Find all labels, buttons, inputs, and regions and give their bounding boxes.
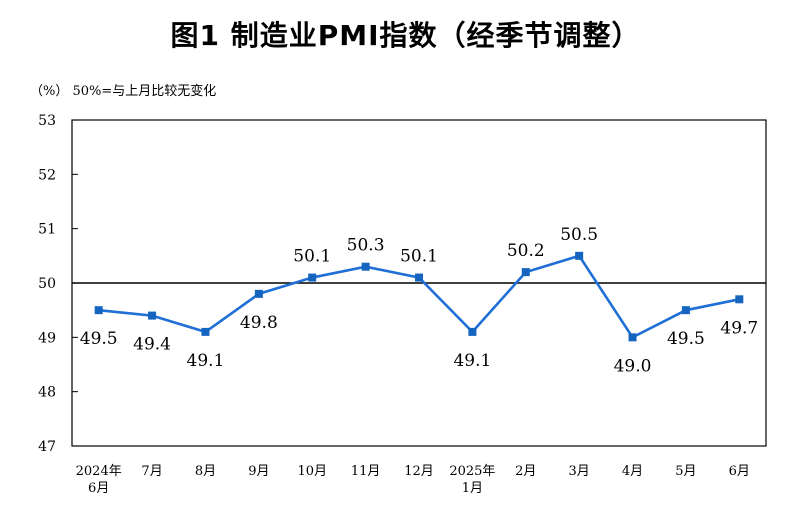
data-label: 49.1 — [453, 351, 491, 371]
data-label: 49.0 — [614, 356, 652, 376]
data-point-marker — [201, 327, 210, 336]
chart-title: 图1 制造业PMI指数（经季节调整） — [170, 19, 641, 52]
data-point-marker — [681, 306, 690, 315]
data-label: 49.5 — [667, 329, 705, 349]
data-point-marker — [628, 333, 637, 342]
y-tick-label: 48 — [38, 385, 56, 401]
y-tick-label: 51 — [38, 222, 56, 238]
x-tick-label: 4月 — [622, 464, 643, 479]
data-label: 50.5 — [560, 225, 598, 245]
x-tick-label: 12月 — [404, 464, 434, 479]
data-point-marker — [361, 262, 370, 271]
data-label: 49.1 — [187, 351, 225, 371]
data-point-marker — [94, 306, 103, 315]
data-point-marker — [254, 289, 263, 298]
data-point-marker — [308, 273, 317, 282]
data-label: 49.5 — [80, 329, 118, 349]
data-label: 50.3 — [347, 236, 385, 256]
x-tick-label: 9月 — [248, 464, 269, 479]
x-tick-label: 11月 — [351, 464, 381, 479]
data-point-marker — [148, 311, 157, 320]
y-tick-label: 52 — [38, 167, 56, 183]
x-tick-label: 2024年 6月 — [76, 464, 122, 496]
x-tick-label: 8月 — [195, 464, 216, 479]
y-tick-label: 53 — [38, 113, 56, 129]
data-label: 50.2 — [507, 241, 545, 261]
x-tick-label: 10月 — [297, 464, 327, 479]
data-label: 49.4 — [133, 335, 171, 355]
x-tick-label: 2月 — [515, 464, 536, 479]
x-tick-label: 6月 — [729, 464, 750, 479]
data-point-marker — [415, 273, 423, 282]
y-tick-label: 50 — [38, 276, 56, 292]
series-line — [98, 254, 740, 340]
data-label: 50.1 — [400, 247, 438, 267]
y-tick-label: 49 — [38, 330, 56, 346]
y-tick-label: 47 — [38, 439, 56, 455]
data-point-marker — [468, 327, 477, 336]
data-label: 50.1 — [293, 247, 331, 267]
x-tick-label: 2025年 1月 — [449, 464, 495, 496]
x-tick-label: 3月 — [569, 464, 590, 479]
x-tick-label: 5月 — [675, 464, 696, 479]
data-point-marker — [735, 295, 744, 304]
data-point-marker — [521, 268, 530, 277]
data-point-marker — [575, 251, 584, 260]
x-tick-label: 7月 — [141, 464, 162, 479]
data-label: 49.7 — [720, 318, 758, 338]
data-label: 49.8 — [240, 313, 278, 333]
unit-note: （%） 50%=与上月比较无变化 — [30, 84, 217, 99]
